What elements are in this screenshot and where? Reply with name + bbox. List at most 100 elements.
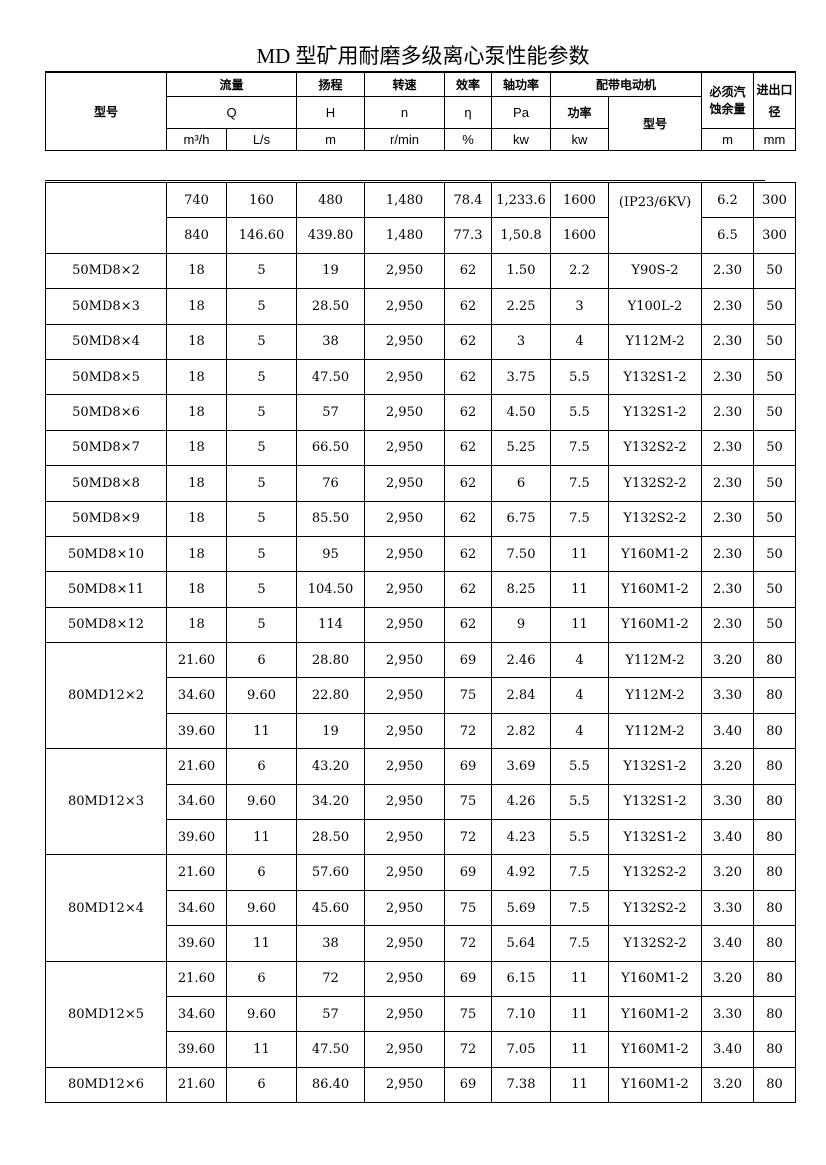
data-cell: 3	[491, 323, 551, 360]
table-row: 50MD8×10 18 5 95 2,950 62 7.50 11 Y160M1-2 2.30 50	[45, 535, 796, 573]
data-cell: 78.4	[444, 181, 492, 219]
data-cell: 9.60	[226, 677, 297, 714]
data-cell: 11	[550, 1066, 609, 1104]
data-cell: 50	[753, 429, 796, 467]
data-cell: 50	[753, 535, 796, 573]
model-cell: 80MD12×3	[45, 748, 167, 856]
data-cell: 28.80	[296, 642, 365, 679]
data-cell: 2,950	[364, 394, 445, 431]
data-cell: 6	[491, 465, 551, 502]
data-cell: 1.50	[491, 252, 551, 290]
data-cell: 18	[166, 358, 227, 396]
data-cell: 5	[226, 394, 297, 431]
data-cell: 75	[444, 889, 492, 927]
col-port: 进出口径	[753, 71, 796, 129]
data-cell: 4	[550, 677, 609, 714]
sym-pa: Pa	[491, 96, 551, 129]
table-row: 840 146.60 439.80 1,480 77.3 1,50.8 1600 6.5 300	[46, 217, 796, 254]
data-cell: 4	[550, 712, 609, 750]
data-cell: 62	[444, 429, 492, 467]
data-cell: 3.69	[491, 748, 551, 785]
data-cell: 34.60	[166, 889, 227, 927]
data-cell: 1,480	[364, 217, 445, 254]
data-cell: 2,950	[364, 677, 445, 714]
model-cell: 50MD8×7	[45, 429, 167, 467]
data-cell: 47.50	[296, 1031, 365, 1068]
data-cell: 95	[296, 535, 365, 573]
data-cell: 80	[753, 960, 796, 997]
data-cell: 2,950	[364, 323, 445, 360]
data-cell: 2.30	[701, 606, 754, 644]
data-cell: 7.5	[550, 889, 609, 927]
data-cell: 21.60	[166, 854, 227, 891]
table-row: 80MD12×2 21.60 6 28.80 2,950 69 2.46 4 Y112M-2 3.…	[45, 642, 796, 750]
data-cell: 6	[226, 1066, 297, 1104]
model-cell: 50MD8×4	[45, 323, 167, 360]
data-cell: 18	[166, 323, 227, 360]
sym-h: H	[296, 96, 365, 129]
data-cell: 5.5	[550, 358, 609, 396]
unit-h: m	[296, 128, 365, 151]
data-cell: Y112M-2	[608, 642, 702, 679]
data-cell: 5.25	[491, 429, 551, 467]
data-cell: 50	[753, 394, 796, 431]
table-row: 34.60 9.60 34.20 2,950 75 4.26 5.5 Y132S1-2 3.30…	[46, 783, 796, 821]
data-cell: 2.84	[491, 677, 551, 714]
data-cell: 38	[296, 925, 365, 962]
data-cell: 2,950	[364, 535, 445, 573]
col-flow: 流量	[166, 71, 297, 97]
data-cell: 3.20	[701, 1066, 754, 1104]
data-cell: 86.40	[296, 1066, 365, 1104]
col-eff: 效率	[444, 71, 492, 97]
data-cell: 7.5	[550, 465, 609, 502]
unit-n: r/min	[364, 128, 445, 151]
data-cell: 57.60	[296, 854, 365, 891]
data-cell: 18	[166, 288, 227, 325]
data-cell: 62	[444, 571, 492, 608]
data-cell: 18	[166, 429, 227, 467]
data-cell: 1,50.8	[491, 217, 551, 254]
data-cell: 740	[166, 181, 227, 219]
data-cell: 5	[226, 358, 297, 396]
table-row: 80MD12×4 21.60 6 57.60 2,950 69 4.92 7.5 Y132S2-…	[45, 854, 796, 962]
data-cell: 5	[226, 429, 297, 467]
data-cell: 80	[753, 1066, 796, 1104]
data-cell: 2,950	[364, 712, 445, 750]
table-row: 39.60 11 47.50 2,950 72 7.05 11 Y160M1-2 3.40 80	[46, 1031, 796, 1068]
data-cell: Y132S1-2	[608, 819, 702, 856]
unit-port: mm	[753, 128, 796, 151]
col-npsh: 必须汽蚀余量	[701, 71, 754, 129]
data-cell: 3	[550, 288, 609, 325]
table-row: 50MD8×11 18 5 104.50 2,950 62 8.25 11 Y160M1-2 2.…	[45, 571, 796, 608]
data-cell: 2,950	[364, 819, 445, 856]
unit-pa: kw	[491, 128, 551, 151]
data-cell: 69	[444, 854, 492, 891]
data-cell: 2,950	[364, 1066, 445, 1104]
table-row: 80MD12×3 21.60 6 43.20 2,950 69 3.69 5.5 Y132S1-…	[45, 748, 796, 856]
data-cell: Y112M-2	[608, 712, 702, 750]
data-cell: 77.3	[444, 217, 492, 254]
data-cell: 80	[753, 1031, 796, 1068]
data-cell: 62	[444, 252, 492, 290]
data-cell: 11	[550, 960, 609, 997]
data-cell: 75	[444, 677, 492, 714]
data-cell: 5	[226, 465, 297, 502]
data-cell: Y112M-2	[608, 677, 702, 714]
table-row: 50MD8×6 18 5 57 2,950 62 4.50 5.5 Y132S1-2 2.30 50	[45, 394, 796, 431]
col-motor-power: 功率	[550, 96, 609, 129]
data-cell: 72	[444, 1031, 492, 1068]
data-cell: 69	[444, 748, 492, 785]
data-cell: 5	[226, 571, 297, 608]
data-cell: 18	[166, 394, 227, 431]
data-cell: 5.5	[550, 394, 609, 431]
data-cell: 2.30	[701, 252, 754, 290]
data-cell: 4.26	[491, 783, 551, 821]
data-cell: 34.20	[296, 783, 365, 821]
col-model: 型号	[45, 71, 167, 151]
data-cell: 6	[226, 748, 297, 785]
table-row: 80MD12×6 21.60 6 86.40 2,950 69 7.38 11 Y160M1-2…	[45, 1066, 796, 1104]
data-cell: 80	[753, 642, 796, 679]
data-cell: 11	[550, 995, 609, 1033]
data-cell: 7.10	[491, 995, 551, 1033]
data-cell: Y160M1-2	[608, 535, 702, 573]
